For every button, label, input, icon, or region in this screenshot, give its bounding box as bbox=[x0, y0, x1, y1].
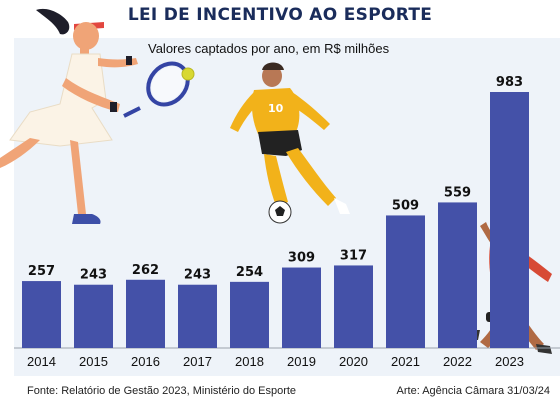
data-label-2022: 559 bbox=[444, 185, 471, 200]
credit-note: Arte: Agência Câmara 31/03/24 bbox=[396, 385, 550, 397]
bar-2020 bbox=[334, 265, 373, 348]
data-label-2023: 983 bbox=[496, 75, 523, 90]
bar-2015 bbox=[74, 284, 113, 348]
x-tick-2017: 2017 bbox=[183, 354, 212, 369]
bar-2021 bbox=[386, 215, 425, 348]
svg-text:10: 10 bbox=[268, 102, 284, 115]
tennis-player-icon bbox=[0, 8, 195, 224]
x-tick-labels-layer: 2014 2015 2016 2017 2018 2019 2020 2021 2022 2023 bbox=[27, 354, 524, 369]
bar-2022 bbox=[438, 202, 477, 348]
data-label-2019: 309 bbox=[288, 251, 315, 266]
data-label-2014: 257 bbox=[28, 264, 55, 279]
data-label-2021: 509 bbox=[392, 198, 419, 213]
bars-layer bbox=[22, 92, 529, 348]
bar-2017 bbox=[178, 284, 217, 348]
soccer-player-icon: 10 bbox=[230, 62, 350, 224]
footer: Fonte: Relatório de Gestão 2023, Ministé… bbox=[0, 376, 560, 406]
x-tick-2020: 2020 bbox=[339, 354, 368, 369]
bar-2016 bbox=[126, 279, 165, 348]
x-tick-2015: 2015 bbox=[79, 354, 108, 369]
data-label-2017: 243 bbox=[184, 268, 211, 283]
bar-2014 bbox=[22, 281, 61, 348]
data-label-2016: 262 bbox=[132, 263, 159, 278]
bar-2023 bbox=[490, 92, 529, 348]
data-label-2020: 317 bbox=[340, 248, 367, 263]
chart-subtitle: Valores captados por ano, em R$ milhões bbox=[148, 41, 390, 56]
data-labels-layer: 257 243 262 243 254 309 317 509 559 983 bbox=[28, 75, 523, 283]
x-tick-2023: 2023 bbox=[495, 354, 524, 369]
data-label-2018: 254 bbox=[236, 265, 263, 280]
x-tick-2022: 2022 bbox=[443, 354, 472, 369]
x-tick-2014: 2014 bbox=[27, 354, 56, 369]
chart-title: LEI DE INCENTIVO AO ESPORTE bbox=[127, 5, 433, 25]
x-tick-2018: 2018 bbox=[235, 354, 264, 369]
x-tick-2019: 2019 bbox=[287, 354, 316, 369]
data-label-2015: 243 bbox=[80, 268, 107, 283]
bar-2018 bbox=[230, 281, 269, 348]
source-note: Fonte: Relatório de Gestão 2023, Ministé… bbox=[27, 385, 297, 397]
x-tick-2021: 2021 bbox=[391, 354, 420, 369]
bar-2019 bbox=[282, 267, 321, 348]
x-tick-2016: 2016 bbox=[131, 354, 160, 369]
